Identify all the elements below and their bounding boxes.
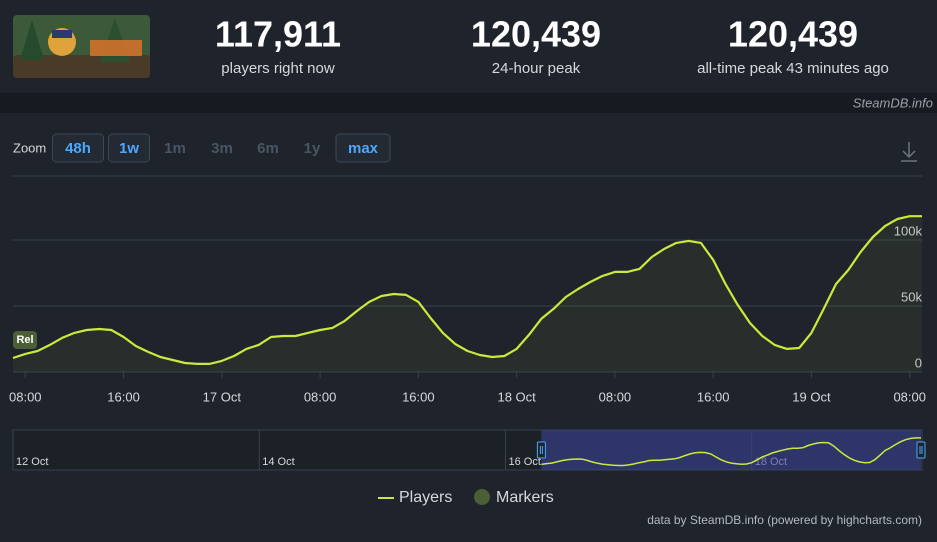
zoom-button[interactable]: 48h [52,133,104,163]
zoom-button[interactable]: 1w [108,133,150,163]
stat-label: players right now [221,60,335,77]
navigator-label: 14 Oct [262,456,294,468]
legend-label[interactable]: Players [399,489,452,506]
x-tick-label: 16:00 [402,389,435,404]
zoom-button-label: 1m [164,140,186,157]
x-tick-label: 08:00 [9,389,42,404]
zoom-button-box [108,133,150,163]
zoom-label: Zoom [13,140,46,155]
x-tick-label: 08:00 [893,389,926,404]
zoom-button-label: 6m [257,140,279,157]
navigator-handle-box [536,441,546,459]
y-tick-label: 50k [901,289,922,304]
zoom-button-label: 48h [65,140,91,157]
zoom-button-box [52,133,104,163]
legend-marker [474,489,490,505]
zoom-button-label: 3m [211,140,233,157]
x-tick-label: 16:00 [697,389,730,404]
zoom-button[interactable]: 1m [164,140,186,157]
zoom-button-label: max [348,140,379,157]
x-tick-label: 08:00 [304,389,337,404]
stat-value: 120,439 [471,14,601,55]
game-thumbnail [13,15,150,78]
zoom-button[interactable]: 3m [211,140,233,157]
navigator-handle[interactable] [536,441,546,459]
line [12,215,922,365]
zoom-button[interactable]: 6m [257,140,279,157]
navigator-handle-box [916,441,926,459]
navigator-label: 12 Oct [16,456,48,468]
legend-label[interactable]: Markers [496,489,554,506]
area [13,216,922,372]
stat-value: 120,439 [728,14,858,55]
download-icon[interactable] [901,142,917,162]
y-tick-label: 0 [915,355,922,370]
zoom-button-box [335,133,391,163]
zoom-button[interactable]: max [335,133,391,163]
credit: data by SteamDB.info (powered by highcha… [647,513,922,527]
navigator-handle[interactable] [916,441,926,459]
stat-label: 24-hour peak [492,60,581,77]
source: SteamDB.info [853,95,933,110]
x-tick-label: 18 Oct [497,389,536,404]
marker-label: Rel [16,334,33,346]
x-tick-label: 19 Oct [792,389,831,404]
marker [13,331,37,349]
x-tick-label: 17 Oct [203,389,242,404]
navigator-line [541,437,921,467]
stat-value: 117,911 [215,14,341,55]
stat-label: all-time peak 43 minutes ago [697,60,889,77]
zoom-button-label: 1w [119,140,139,157]
navigator-label: 16 Oct [508,456,540,468]
zoom-button-label: 1y [304,140,321,157]
zoom-button[interactable]: 1y [304,140,321,157]
chart-panel [0,113,937,542]
x-tick-label: 16:00 [107,389,140,404]
x-tick-label: 08:00 [599,389,632,404]
y-tick-label: 100k [894,223,923,238]
stats-panel [0,0,937,93]
